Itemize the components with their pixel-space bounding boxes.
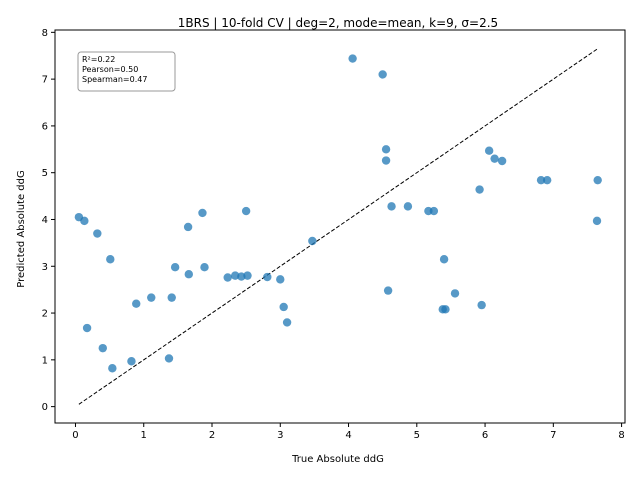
y-tick-label-8: 8 <box>42 28 48 39</box>
data-point-12 <box>170 263 180 272</box>
data-point-26 <box>308 236 317 246</box>
data-point-39 <box>450 289 460 298</box>
data-point-31 <box>383 286 393 295</box>
data-point-28 <box>378 70 387 79</box>
x-tick-label-1: 1 <box>141 430 147 441</box>
data-point-5 <box>106 255 115 264</box>
x-tick-label-2: 2 <box>209 430 215 441</box>
data-point-36 <box>439 255 449 264</box>
data-point-38 <box>441 305 450 314</box>
data-point-46 <box>542 175 552 185</box>
data-point-32 <box>387 202 396 211</box>
data-point-18 <box>231 271 240 280</box>
data-point-23 <box>276 275 285 284</box>
data-point-41 <box>477 300 486 310</box>
data-point-7 <box>127 357 136 366</box>
data-point-21 <box>241 206 251 216</box>
x-tick-label-8: 8 <box>618 430 624 441</box>
data-point-44 <box>497 156 507 166</box>
data-point-42 <box>484 146 494 155</box>
y-tick-label-6: 6 <box>42 121 48 132</box>
data-point-13 <box>183 222 193 232</box>
data-point-20 <box>243 271 252 280</box>
y-axis-label: Predicted Absolute ddG <box>16 170 27 287</box>
x-axis-label: True Absolute ddG <box>291 454 384 465</box>
stats-line-2: Spearman=0.47 <box>82 75 147 84</box>
data-point-43 <box>490 154 499 163</box>
y-tick-label-3: 3 <box>42 262 48 273</box>
data-point-35 <box>429 206 439 216</box>
chart-title: 1BRS | 10-fold CV | deg=2, mode=mean, k=… <box>178 16 498 30</box>
data-point-11 <box>167 293 176 302</box>
y-tick-label-4: 4 <box>42 215 48 226</box>
reference-line <box>78 48 598 405</box>
plot-area <box>74 48 602 405</box>
data-point-33 <box>403 202 413 211</box>
x-tick-label-5: 5 <box>414 430 420 441</box>
data-point-10 <box>164 354 174 363</box>
data-point-15 <box>198 208 207 218</box>
data-point-29 <box>381 145 391 154</box>
data-point-45 <box>536 175 546 185</box>
data-point-25 <box>282 318 292 327</box>
stats-line-1: Pearson=0.50 <box>82 65 138 74</box>
data-point-24 <box>279 302 288 312</box>
data-point-30 <box>381 156 391 165</box>
data-point-1 <box>80 216 89 226</box>
y-tick-label-7: 7 <box>42 75 48 86</box>
data-point-27 <box>348 54 357 63</box>
x-tick-label-0: 0 <box>72 430 78 441</box>
data-point-47 <box>593 175 602 185</box>
data-point-22 <box>263 272 272 282</box>
data-point-3 <box>82 323 92 333</box>
data-point-14 <box>184 270 193 279</box>
x-tick-label-4: 4 <box>345 430 351 441</box>
y-tick-label-2: 2 <box>42 309 48 320</box>
x-tick-label-3: 3 <box>277 430 283 441</box>
x-tick-label-7: 7 <box>550 430 556 441</box>
y-tick-label-5: 5 <box>42 168 48 179</box>
axes-frame <box>54 29 626 424</box>
data-point-16 <box>200 263 209 272</box>
axes: 0 1 2 3 4 5 6 7 8 0 1 2 3 4 5 6 7 8 <box>42 28 626 441</box>
data-point-4 <box>98 343 107 353</box>
data-point-9 <box>147 293 156 302</box>
data-point-19 <box>237 272 246 281</box>
data-point-6 <box>108 364 117 373</box>
y-tick-label-1: 1 <box>42 355 48 366</box>
y-tick-label-0: 0 <box>42 402 48 413</box>
data-point-40 <box>475 185 484 194</box>
data-point-8 <box>132 299 141 308</box>
stats-line-0: R²=0.22 <box>82 55 115 64</box>
x-tick-label-6: 6 <box>482 430 488 441</box>
data-point-17 <box>223 273 232 282</box>
data-point-48 <box>592 216 602 226</box>
data-point-2 <box>93 229 102 238</box>
stats-box-frame <box>77 51 176 92</box>
